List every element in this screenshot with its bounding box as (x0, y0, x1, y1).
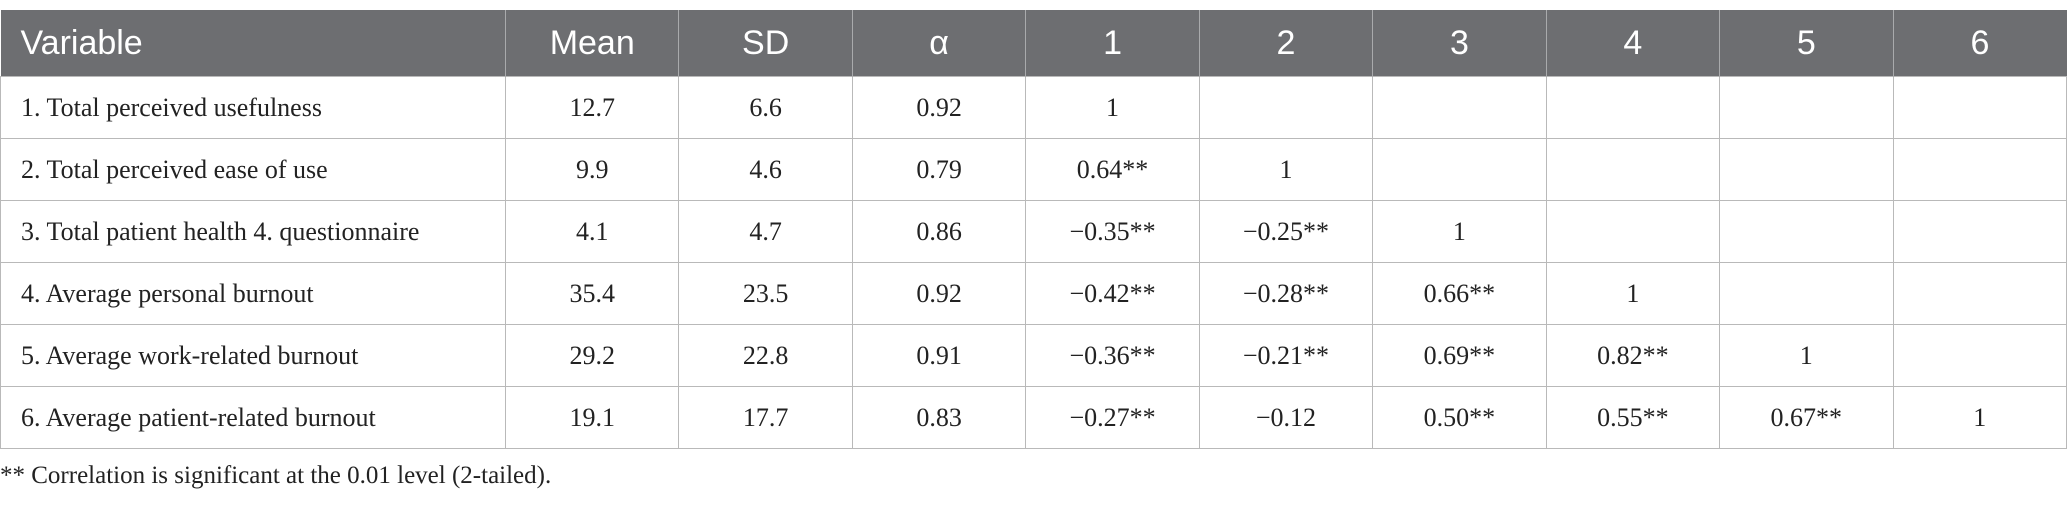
value-cell: 9.9 (504, 138, 680, 201)
variable-cell: 2. Total perceived ease of use (0, 138, 506, 201)
value-cell: 0.92 (851, 262, 1027, 325)
header-cell: SD (678, 10, 853, 77)
value-cell (1892, 262, 2067, 325)
value-cell (1372, 138, 1547, 201)
variable-cell: 1. Total perceived usefulness (0, 76, 506, 139)
value-cell: 29.2 (504, 324, 680, 387)
value-cell (1719, 262, 1894, 325)
value-cell (1892, 200, 2067, 263)
value-cell: 6.6 (678, 76, 853, 139)
value-cell: 0.79 (851, 138, 1027, 201)
value-cell: −0.27** (1025, 386, 1200, 449)
table-row: 1. Total perceived usefulness 12.7 6.6 0.92… (0, 76, 2067, 139)
header-cell: 4 (1545, 10, 1720, 77)
value-cell: 22.8 (678, 324, 853, 387)
footnote: ** Correlation is significant at the 0.0… (0, 462, 552, 489)
value-cell: 17.7 (678, 386, 853, 449)
value-cell: 19.1 (504, 386, 680, 449)
value-cell: 1 (1545, 262, 1721, 325)
header-cell: 3 (1372, 10, 1547, 77)
value-cell (1719, 200, 1894, 263)
value-cell: 4.1 (504, 200, 680, 263)
value-cell: 12.7 (504, 76, 680, 139)
value-cell: 0.86 (851, 200, 1027, 263)
value-cell: 0.55** (1545, 386, 1721, 449)
variable-cell: 4. Average personal burnout (0, 262, 506, 325)
value-cell: 0.82** (1545, 324, 1721, 387)
value-cell: 1 (1025, 76, 1200, 139)
value-cell (1719, 76, 1894, 139)
value-cell: 1 (1372, 200, 1547, 263)
value-cell (1892, 324, 2067, 387)
header-cell: Mean (504, 10, 679, 77)
value-cell: 0.69** (1372, 324, 1547, 387)
value-cell (1545, 200, 1721, 263)
value-cell: −0.28** (1198, 262, 1374, 325)
header-cell: 5 (1719, 10, 1893, 77)
table-row: 5. Average work-related burnout 29.2 22.8 0… (0, 324, 2067, 387)
header-cell: 6 (1892, 10, 2067, 77)
header-cell: 2 (1198, 10, 1373, 77)
value-cell: −0.25** (1198, 200, 1374, 263)
value-cell: 0.66** (1372, 262, 1547, 325)
correlation-table: Variable Mean SD α 1 2 3 4 5 6 1. Total perceived… (0, 10, 2067, 449)
table-row: 2. Total perceived ease of use 9.9 4.6 0.79… (0, 138, 2067, 201)
value-cell: 0.92 (851, 76, 1027, 139)
value-cell (1892, 76, 2067, 139)
variable-cell: 3. Total patient health 4. questionnaire (0, 200, 506, 263)
table-body: 1. Total perceived usefulness 12.7 6.6 0.92… (0, 76, 2067, 449)
value-cell: 4.6 (678, 138, 853, 201)
header-cell: α (851, 10, 1026, 77)
value-cell: 0.67** (1719, 386, 1894, 449)
value-cell (1892, 138, 2067, 201)
value-cell: 1 (1892, 386, 2067, 449)
value-cell: 0.83 (851, 386, 1027, 449)
variable-cell: 5. Average work-related burnout (0, 324, 506, 387)
value-cell: 0.91 (851, 324, 1027, 387)
value-cell: −0.21** (1198, 324, 1374, 387)
value-cell: 23.5 (678, 262, 853, 325)
value-cell (1719, 138, 1894, 201)
value-cell: −0.42** (1025, 262, 1200, 325)
value-cell: 0.50** (1372, 386, 1547, 449)
header-cell: Variable (0, 10, 506, 77)
table-row: 3. Total patient health 4. questionnaire… (0, 200, 2067, 263)
value-cell: 1 (1719, 324, 1894, 387)
header-cell: 1 (1025, 10, 1200, 77)
value-cell (1198, 76, 1374, 139)
value-cell (1545, 76, 1721, 139)
header-row: Variable Mean SD α 1 2 3 4 5 6 (0, 10, 2067, 77)
value-cell: 35.4 (504, 262, 680, 325)
table-row: 6. Average patient-related burnout 19.1 17… (0, 386, 2067, 449)
table-row: 4. Average personal burnout 35.4 23.5 0.92−… (0, 262, 2067, 325)
value-cell: 1 (1198, 138, 1374, 201)
value-cell: 0.64** (1025, 138, 1200, 201)
value-cell: −0.36** (1025, 324, 1200, 387)
value-cell (1372, 76, 1547, 139)
value-cell (1545, 138, 1721, 201)
value-cell: −0.35** (1025, 200, 1200, 263)
value-cell: −0.12 (1198, 386, 1374, 449)
variable-cell: 6. Average patient-related burnout (0, 386, 506, 449)
value-cell: 4.7 (678, 200, 853, 263)
